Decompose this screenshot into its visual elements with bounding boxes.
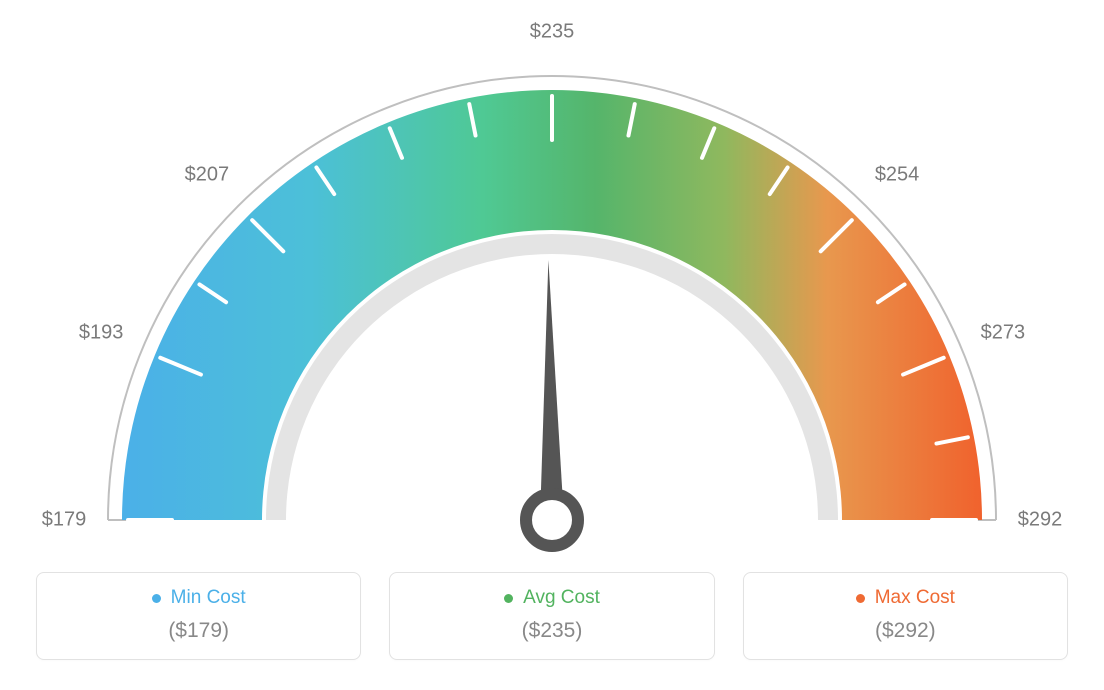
legend-label-min: Min Cost	[171, 587, 246, 609]
gauge-tick-label: $273	[981, 322, 1026, 345]
legend-dot-avg	[504, 594, 513, 603]
gauge-svg	[0, 0, 1104, 560]
legend-card-min: Min Cost ($179)	[36, 572, 361, 660]
legend-label-avg: Avg Cost	[523, 587, 600, 609]
legend-card-max: Max Cost ($292)	[743, 572, 1068, 660]
gauge-tick-label: $179	[42, 509, 87, 532]
legend-card-avg: Avg Cost ($235)	[389, 572, 714, 660]
legend-title-max: Max Cost	[856, 587, 955, 609]
legend-label-max: Max Cost	[875, 587, 955, 609]
legend-dot-min	[152, 594, 161, 603]
legend-title-avg: Avg Cost	[504, 587, 600, 609]
legend-value-max: ($292)	[754, 619, 1057, 643]
gauge-tick-label: $193	[79, 322, 124, 345]
legend-row: Min Cost ($179) Avg Cost ($235) Max Cost…	[0, 560, 1104, 660]
gauge-chart: $179 $193 $207 $235 $254 $273 $292	[0, 0, 1104, 560]
legend-title-min: Min Cost	[152, 587, 246, 609]
gauge-tick-label: $207	[185, 163, 230, 186]
legend-value-avg: ($235)	[400, 619, 703, 643]
gauge-tick-label: $235	[530, 21, 575, 44]
gauge-tick-label: $254	[875, 163, 920, 186]
legend-value-min: ($179)	[47, 619, 350, 643]
legend-dot-max	[856, 594, 865, 603]
gauge-tick-label: $292	[1018, 509, 1063, 532]
